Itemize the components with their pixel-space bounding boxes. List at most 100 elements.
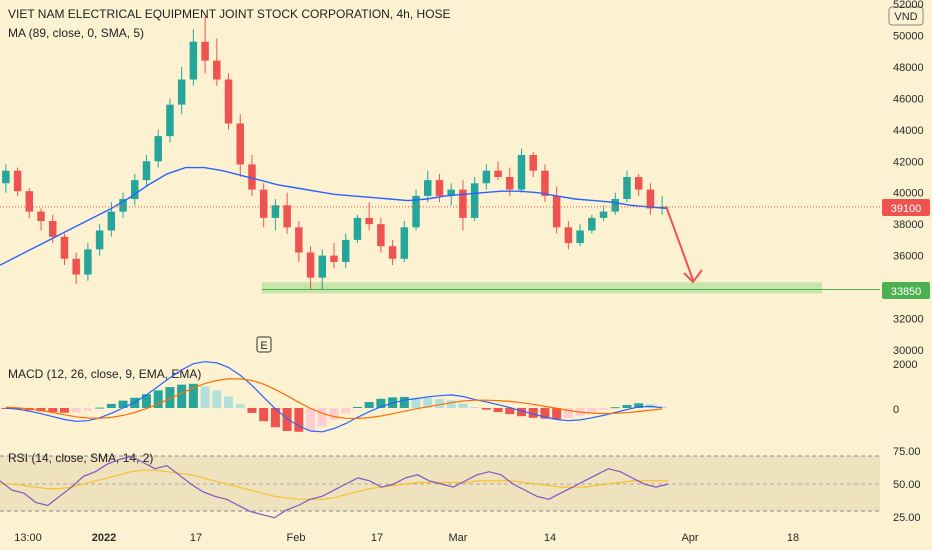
candle — [447, 183, 455, 206]
currency-badge[interactable]: VND — [888, 6, 924, 26]
macd-histogram-bar — [411, 397, 421, 408]
candle — [623, 170, 631, 203]
macd-tick-2000: 2000 — [893, 359, 917, 371]
candle — [576, 224, 584, 247]
macd-histogram-bar — [48, 408, 58, 413]
macd-histogram-bar — [200, 386, 210, 408]
price-tick: 38000 — [893, 219, 924, 231]
macd-histogram-bar — [423, 398, 433, 408]
macd-histogram-bar — [341, 408, 351, 414]
price-tick: 42000 — [893, 156, 924, 168]
rsi-tick-75: 75.00 — [893, 446, 921, 458]
support-price-label: 33850 — [891, 286, 922, 298]
x-tick: 17 — [371, 532, 383, 544]
macd-pane — [1, 361, 667, 433]
candle — [154, 129, 162, 168]
candle — [283, 192, 291, 234]
candle — [84, 243, 92, 281]
support-zone — [262, 282, 822, 294]
x-tick: 13:00 — [14, 532, 42, 544]
candle — [295, 221, 303, 262]
candle — [318, 249, 327, 290]
candle — [424, 170, 432, 203]
macd-histogram-bar — [83, 408, 93, 411]
candle — [482, 164, 491, 190]
candle — [611, 192, 620, 215]
macd-histogram-bar — [399, 396, 409, 408]
macd-histogram-bar — [306, 408, 316, 431]
price-tick: 52000 — [893, 0, 924, 11]
projection-arrow-head — [683, 269, 703, 284]
last-price-label: 39100 — [891, 203, 922, 215]
candle — [646, 183, 655, 215]
last-price-badge: 39100 — [882, 199, 930, 216]
candle — [224, 73, 233, 130]
price-tick: 32000 — [893, 314, 924, 326]
x-tick: 18 — [787, 532, 799, 544]
price-tick: 50000 — [893, 30, 924, 42]
x-tick: Feb — [287, 532, 306, 544]
candle — [494, 161, 502, 181]
macd-histogram-bar — [376, 398, 386, 408]
macd-histogram-bar — [599, 408, 609, 410]
macd-histogram-bar — [235, 404, 245, 408]
ma-legend: MA (89, close, 0, SMA, 5) — [8, 26, 144, 40]
ma-line — [0, 166, 669, 266]
macd-histogram-bar — [610, 407, 620, 409]
macd-histogram-bar — [317, 408, 327, 427]
macd-histogram-bar — [458, 403, 468, 408]
macd-histogram-bar — [634, 403, 644, 408]
candle — [189, 29, 198, 86]
macd-tick-0: 0 — [893, 404, 899, 416]
macd-histogram-bar — [505, 408, 515, 415]
rsi-pane — [0, 455, 669, 519]
arrow-group — [665, 205, 703, 284]
candle — [564, 221, 573, 250]
macd-legend: MACD (12, 26, close, 9, EMA, EMA) — [8, 367, 201, 381]
candle — [529, 151, 537, 177]
rsi-ma-line — [0, 469, 668, 500]
candle — [552, 186, 561, 234]
support-price-badge: 33850 — [882, 282, 930, 299]
support-zone-group — [262, 282, 880, 294]
candle — [377, 217, 385, 253]
price-tick: 44000 — [893, 125, 924, 137]
candle — [72, 252, 80, 284]
candle — [330, 243, 338, 269]
macd-histogram-bar — [71, 408, 81, 413]
x-tick: 2022 — [92, 532, 116, 544]
macd-histogram-bar — [259, 408, 269, 422]
macd-histogram-bar — [446, 400, 456, 408]
x-axis: 13:00 2022 17 Feb 17 Mar 14 Apr 18 — [14, 532, 799, 544]
x-tick: Apr — [681, 532, 698, 544]
macd-histogram-bar — [59, 408, 69, 413]
candle — [177, 66, 186, 115]
macd-histogram-bar — [563, 408, 573, 419]
x-tick: 14 — [544, 532, 556, 544]
candle — [236, 114, 244, 177]
macd-histogram-bar — [188, 383, 198, 408]
candle — [400, 221, 409, 262]
macd-line — [5, 361, 663, 433]
candle — [353, 214, 362, 244]
candle — [341, 233, 350, 269]
macd-histogram-bar — [552, 408, 562, 420]
candle — [119, 192, 127, 218]
macd-histogram-bar — [493, 408, 503, 413]
macd-histogram-bar — [247, 408, 257, 413]
event-marker[interactable]: E — [256, 336, 272, 353]
candle — [259, 183, 268, 228]
macd-histogram-bar — [118, 400, 128, 408]
candle — [599, 205, 608, 222]
rsi-tick-25: 25.00 — [893, 512, 921, 524]
macd-histogram-bar — [95, 407, 105, 409]
macd-histogram-bar — [329, 408, 339, 420]
price-tick: 46000 — [893, 93, 924, 105]
macd-histogram-bar — [270, 408, 280, 428]
macd-histogram-bar — [141, 394, 151, 408]
macd-histogram-bar — [352, 406, 362, 408]
macd-histogram-bar — [481, 408, 491, 410]
macd-histogram-bar — [294, 408, 304, 432]
candle — [25, 188, 34, 218]
